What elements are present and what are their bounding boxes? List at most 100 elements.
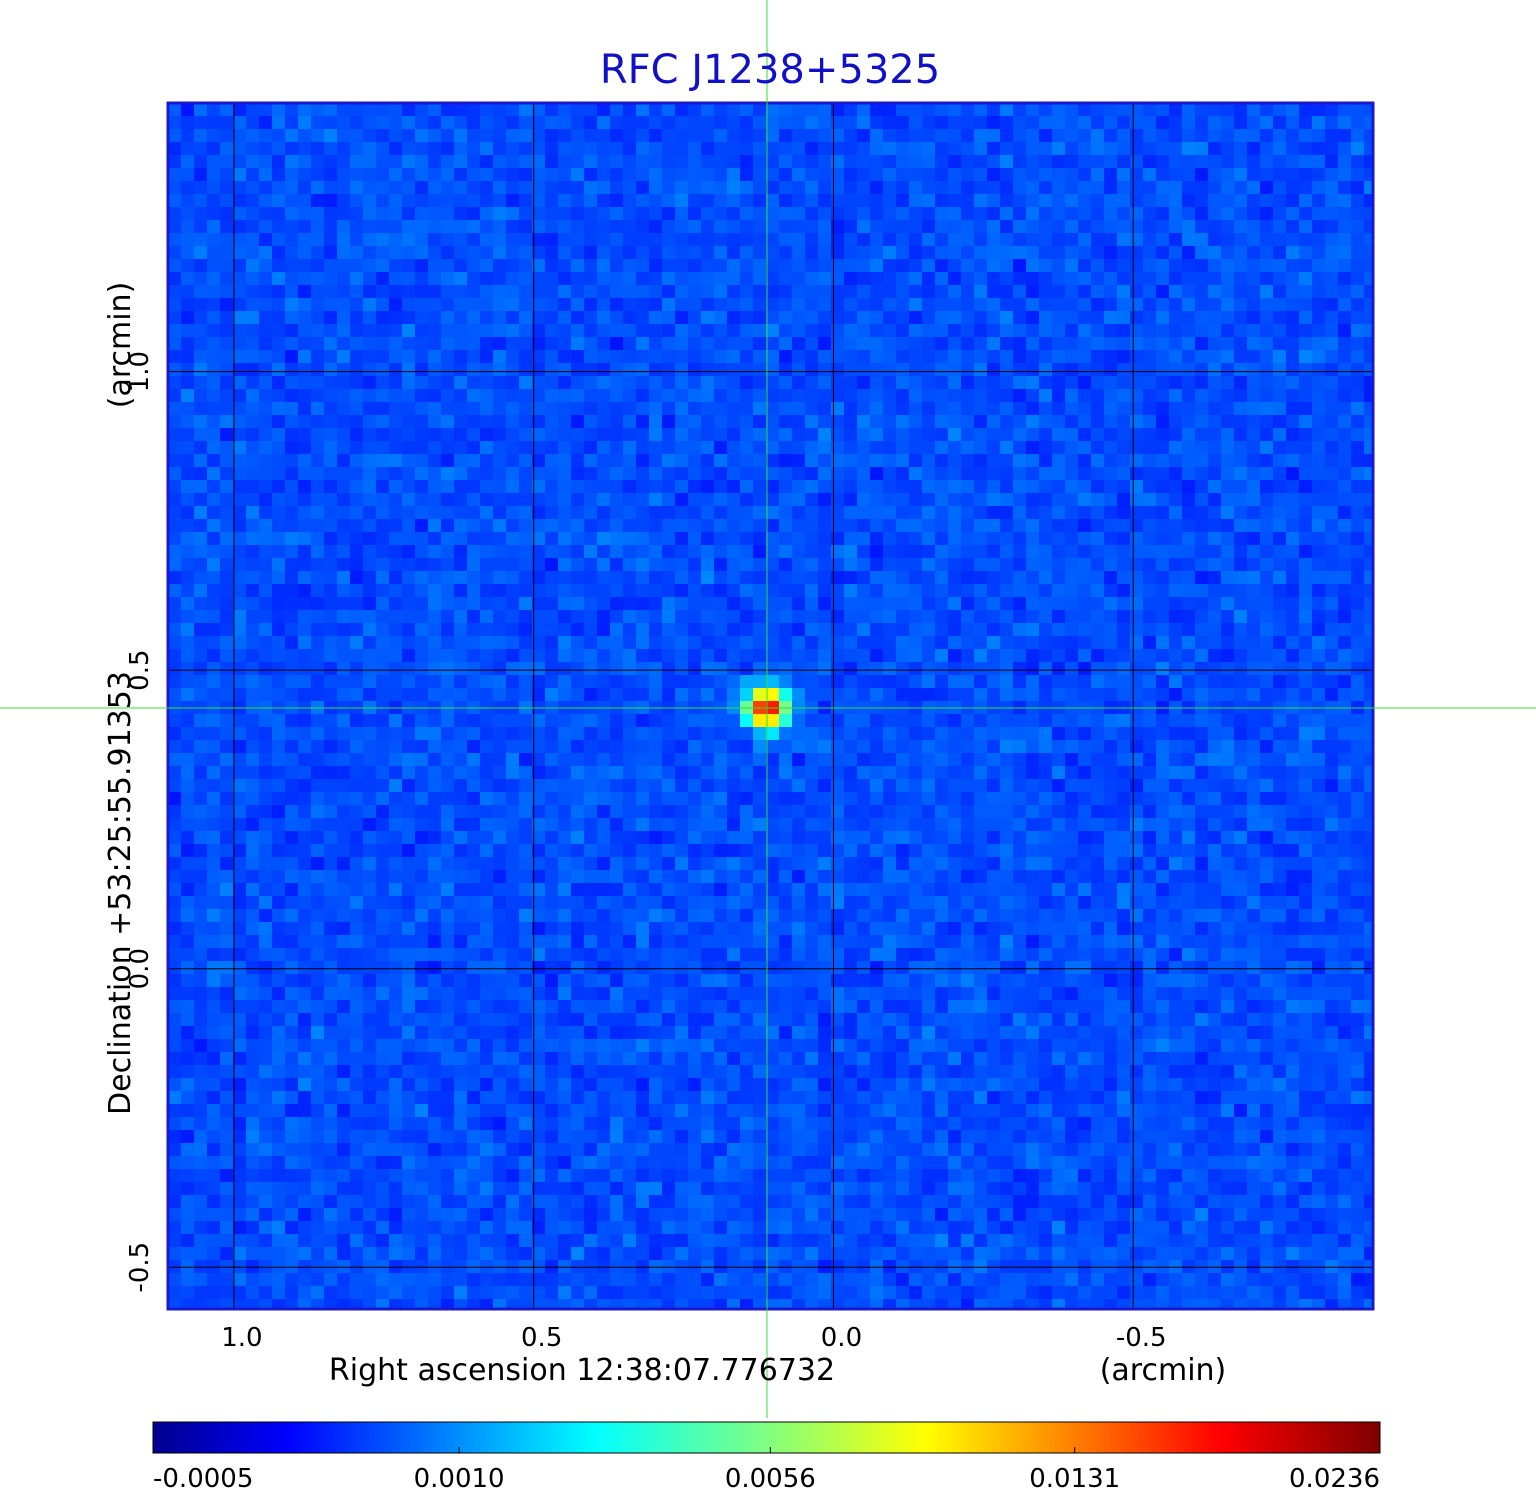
- pixel: [519, 324, 532, 337]
- pixel: [675, 454, 688, 467]
- pixel: [987, 103, 1000, 116]
- pixel: [662, 688, 675, 701]
- pixel: [558, 662, 571, 675]
- pixel: [1312, 285, 1325, 298]
- pixel: [1247, 415, 1260, 428]
- pixel: [818, 740, 831, 753]
- pixel: [935, 688, 948, 701]
- pixel: [181, 597, 194, 610]
- pixel: [844, 311, 857, 324]
- pixel: [363, 688, 376, 701]
- pixel: [1273, 740, 1286, 753]
- pixel: [675, 220, 688, 233]
- pixel: [376, 571, 389, 584]
- pixel: [1013, 584, 1026, 597]
- pixel: [259, 584, 272, 597]
- pixel: [1052, 532, 1065, 545]
- pixel: [1182, 298, 1195, 311]
- pixel: [805, 415, 818, 428]
- pixel: [519, 155, 532, 168]
- pixel: [688, 389, 701, 402]
- pixel: [1104, 766, 1117, 779]
- pixel: [220, 636, 233, 649]
- pixel: [714, 168, 727, 181]
- pixel: [285, 181, 298, 194]
- pixel: [675, 766, 688, 779]
- pixel: [1364, 129, 1373, 142]
- pixel: [376, 272, 389, 285]
- pixel: [909, 662, 922, 675]
- pixel: [168, 129, 181, 142]
- pixel: [584, 506, 597, 519]
- pixel: [350, 779, 363, 792]
- pixel: [1143, 207, 1156, 220]
- pixel: [1221, 194, 1234, 207]
- pixel: [571, 272, 584, 285]
- pixel: [259, 142, 272, 155]
- pixel: [454, 558, 467, 571]
- pixel: [1325, 480, 1338, 493]
- pixel: [194, 389, 207, 402]
- pixel: [402, 506, 415, 519]
- pixel: [1221, 441, 1234, 454]
- pixel: [1234, 285, 1247, 298]
- pixel: [428, 207, 441, 220]
- pixel: [1156, 298, 1169, 311]
- pixel: [974, 467, 987, 480]
- pixel: [1013, 142, 1026, 155]
- pixel: [740, 155, 753, 168]
- pixel: [1013, 428, 1026, 441]
- pixel: [441, 285, 454, 298]
- pixel: [1312, 441, 1325, 454]
- pixel: [584, 545, 597, 558]
- pixel: [1026, 402, 1039, 415]
- pixel: [1234, 714, 1247, 727]
- pixel: [480, 103, 493, 116]
- pixel: [1143, 779, 1156, 792]
- pixel: [1065, 168, 1078, 181]
- pixel: [909, 311, 922, 324]
- pixel: [766, 480, 779, 493]
- pixel: [935, 493, 948, 506]
- pixel: [1299, 610, 1312, 623]
- pixel: [1078, 675, 1091, 688]
- pixel: [831, 714, 844, 727]
- pixel: [1260, 727, 1273, 740]
- pixel: [1078, 298, 1091, 311]
- pixel: [1286, 779, 1299, 792]
- pixel: [1221, 428, 1234, 441]
- pixel: [1312, 155, 1325, 168]
- pixel: [1338, 389, 1351, 402]
- pixel: [1273, 532, 1286, 545]
- pixel: [1000, 168, 1013, 181]
- pixel: [1117, 493, 1130, 506]
- pixel: [636, 727, 649, 740]
- pixel: [1052, 740, 1065, 753]
- pixel: [493, 532, 506, 545]
- pixel: [974, 389, 987, 402]
- pixel: [1052, 129, 1065, 142]
- pixel: [1000, 753, 1013, 766]
- pixel: [1247, 103, 1260, 116]
- pixel: [870, 285, 883, 298]
- pixel: [272, 597, 285, 610]
- pixel: [818, 766, 831, 779]
- pixel: [1091, 688, 1104, 701]
- pixel: [779, 233, 792, 246]
- pixel: [1156, 220, 1169, 233]
- pixel: [896, 220, 909, 233]
- pixel: [766, 428, 779, 441]
- pixel: [1117, 402, 1130, 415]
- pixel: [1143, 194, 1156, 207]
- pixel: [1013, 389, 1026, 402]
- pixel: [532, 636, 545, 649]
- pixel: [480, 467, 493, 480]
- pixel: [974, 480, 987, 493]
- pixel: [1351, 168, 1364, 181]
- pixel: [402, 233, 415, 246]
- pixel: [974, 337, 987, 350]
- pixel: [805, 441, 818, 454]
- pixel: [779, 389, 792, 402]
- pixel: [493, 298, 506, 311]
- pixel: [246, 116, 259, 129]
